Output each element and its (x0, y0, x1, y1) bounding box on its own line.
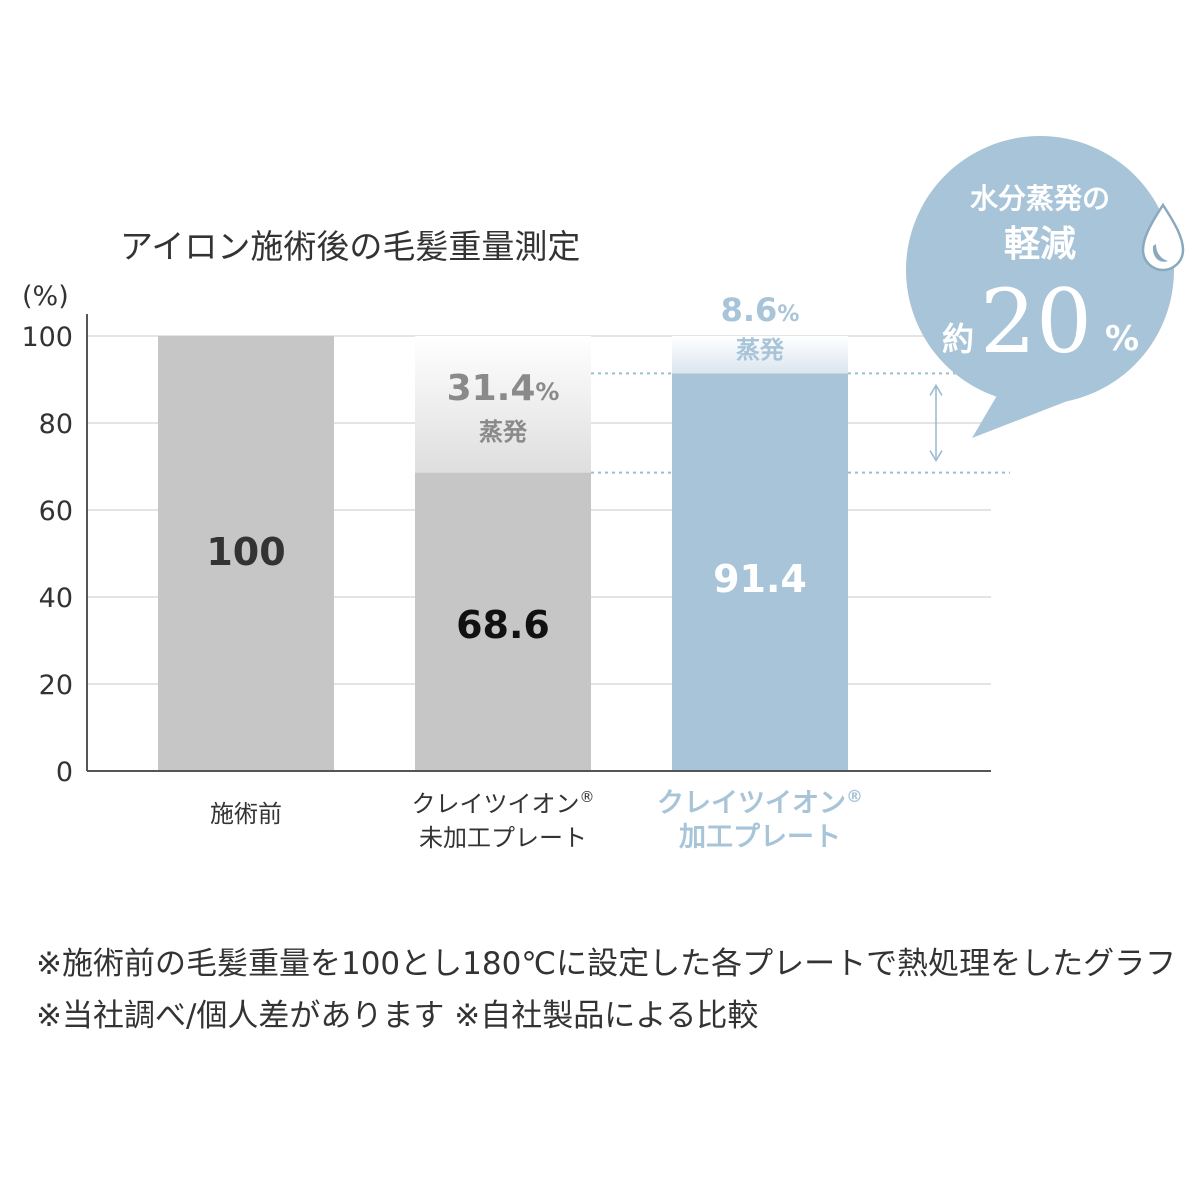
y-tick-label: 100 (21, 322, 73, 353)
bar (672, 373, 848, 771)
bar-value-label: 68.6 (456, 603, 550, 647)
y-tick-label: 80 (39, 409, 73, 440)
bar-value-label: 100 (206, 530, 285, 574)
evaporation-word-label: 蒸発 (479, 418, 528, 446)
callout-unit: % (1105, 319, 1139, 359)
evaporation-value-label: 31.4% (447, 368, 560, 409)
difference-arrow-head-down (929, 450, 943, 463)
bar-value-label: 91.4 (713, 557, 807, 601)
footnote-2: ※当社調べ/個人差があります ※自社製品による比較 (36, 998, 759, 1034)
bar (158, 336, 334, 771)
callout-bubble: 水分蒸発の 軽減 約 20 % (906, 136, 1174, 438)
y-tick-label: 40 (39, 583, 73, 614)
x-category-label: クレイツイオン® (412, 788, 595, 818)
y-axis-label: (%) (22, 281, 69, 312)
footnote-1: ※施術前の毛髪重量を100とし180℃に設定した各プレートで熱処理をしたグラフ (36, 946, 1177, 982)
water-drop-icon (1141, 202, 1185, 272)
evaporation-segment (415, 336, 591, 473)
y-tick-label: 0 (56, 757, 73, 788)
y-tick-label: 20 (39, 670, 73, 701)
evaporation-segment (672, 336, 848, 374)
evaporation-word-label: 蒸発 (736, 336, 785, 364)
difference-arrow-head-up (929, 383, 943, 396)
x-category-label: クレイツイオン® (657, 787, 863, 819)
bar (415, 472, 591, 771)
callout-line2: 軽減 (1004, 224, 1076, 265)
callout-prefix: 約 (942, 320, 974, 358)
callout-bubble-circle (906, 136, 1174, 404)
callout-line1: 水分蒸発の (970, 182, 1110, 215)
evaporation-value-label: 8.6% (721, 291, 800, 329)
x-category-label: 加工プレート (679, 822, 841, 853)
callout-number: 20 (980, 270, 1092, 373)
x-category-label: 未加工プレート (419, 824, 587, 852)
y-tick-label: 60 (39, 496, 73, 527)
chart-title: アイロン施術後の毛髪重量測定 (120, 227, 580, 266)
x-category-label: 施術前 (210, 800, 282, 828)
